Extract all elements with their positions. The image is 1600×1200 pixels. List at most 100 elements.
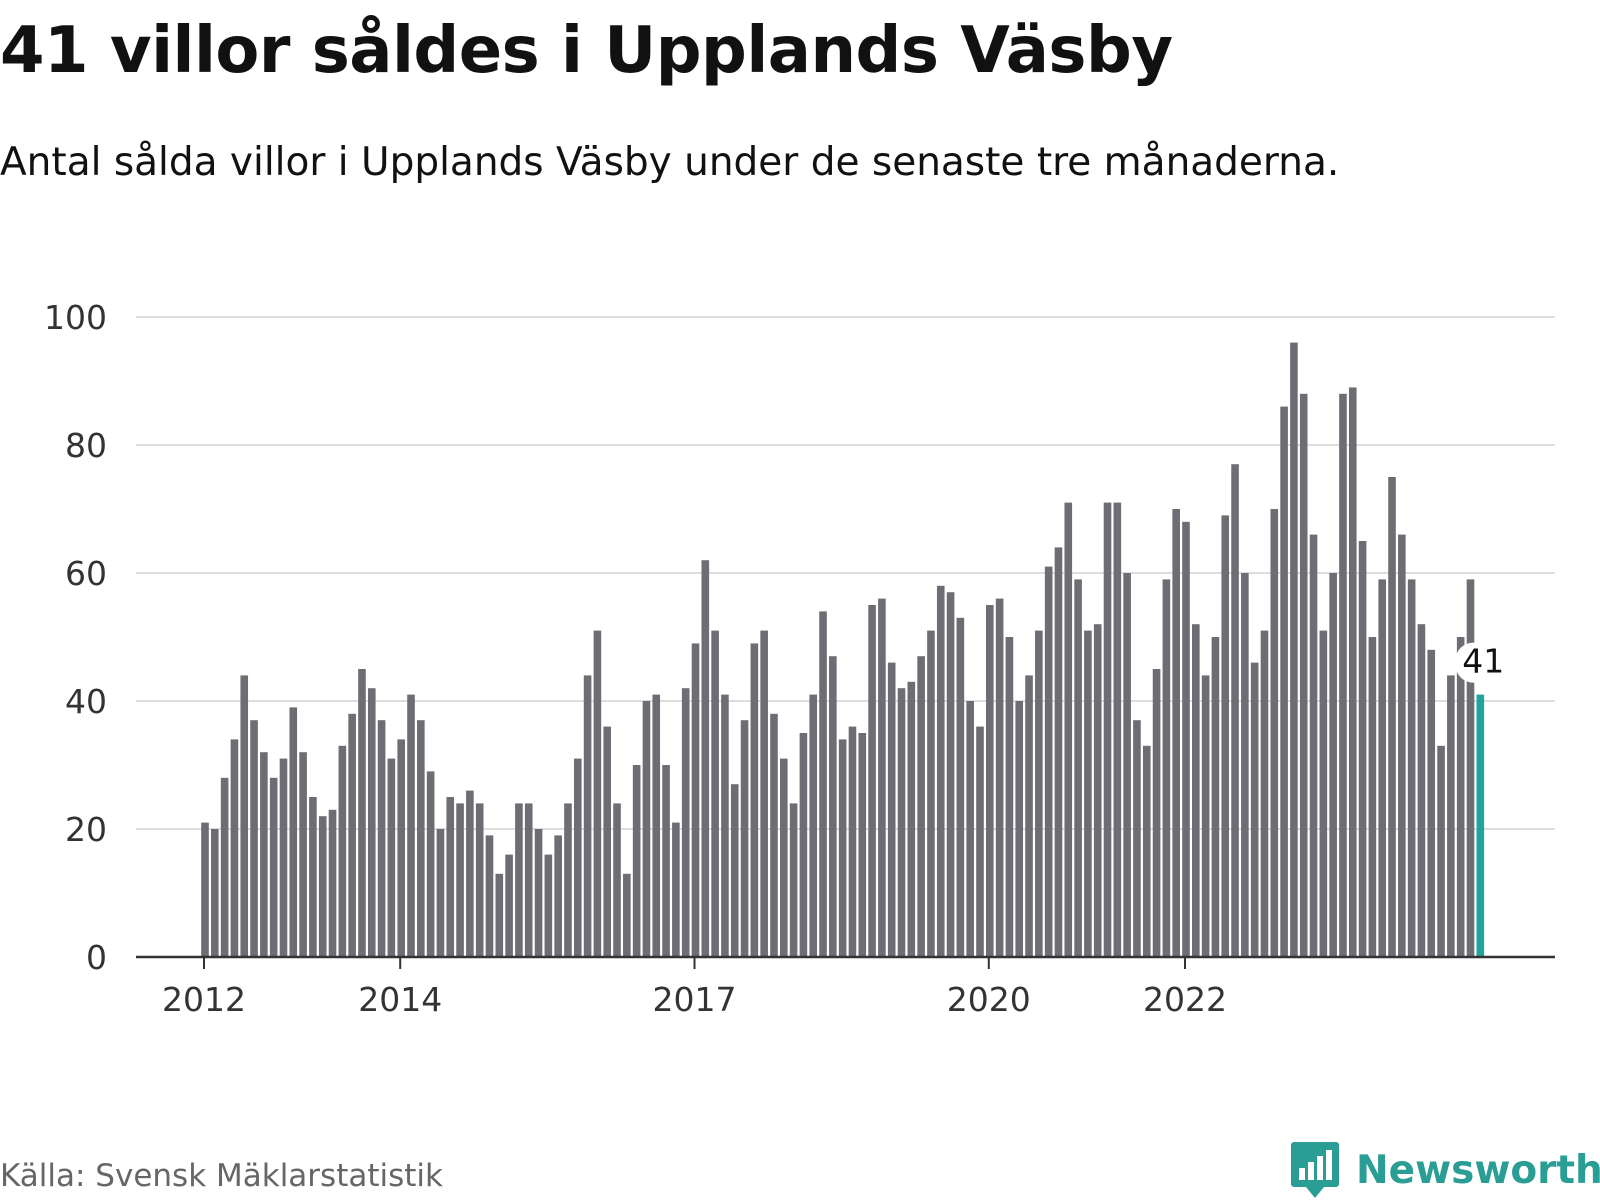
- bar: [1054, 547, 1063, 957]
- bar: [966, 701, 974, 957]
- bar: [1172, 509, 1180, 957]
- bar: [1123, 573, 1131, 957]
- y-tick-label: 40: [65, 682, 107, 721]
- bar: [672, 822, 680, 957]
- page-title: 41 villor såldes i Upplands Väsby: [0, 14, 1173, 88]
- bar: [1182, 521, 1190, 957]
- bar: [1142, 745, 1151, 957]
- bar: [230, 739, 239, 957]
- bar: [1035, 630, 1043, 957]
- bar: [289, 707, 298, 957]
- bar: [417, 720, 425, 957]
- x-tick-label: 2012: [162, 980, 246, 1019]
- bar: [711, 630, 719, 957]
- bar: [1466, 579, 1475, 957]
- bar: [819, 611, 827, 957]
- bars: [201, 342, 1485, 958]
- y-tick-label: 20: [65, 810, 107, 849]
- bar: [730, 784, 739, 957]
- bar: [1084, 630, 1092, 957]
- x-tick-label: 2020: [947, 980, 1031, 1019]
- bar: [1417, 624, 1426, 957]
- bar: [269, 777, 278, 957]
- bar: [1044, 566, 1053, 957]
- bar: [809, 694, 818, 957]
- bar: [367, 688, 376, 957]
- bar: [1348, 387, 1357, 957]
- bar: [309, 797, 317, 957]
- bar: [1192, 624, 1200, 957]
- bar: [1015, 701, 1024, 957]
- bar: [534, 829, 543, 957]
- bar: [1339, 393, 1347, 957]
- bar: [770, 713, 778, 957]
- brand-logo[interactable]: Newsworthy: [1290, 1140, 1600, 1200]
- bar: [779, 758, 788, 957]
- bar: [956, 617, 965, 957]
- bar: [662, 765, 670, 957]
- bar: [1005, 637, 1014, 957]
- y-axis-ticks: 0 20 40 60 80 100: [44, 298, 107, 977]
- bar: [799, 733, 808, 957]
- bar: [887, 662, 896, 957]
- bar: [466, 790, 474, 957]
- bar: [279, 758, 288, 957]
- bar: [1398, 534, 1406, 957]
- bar: [573, 758, 582, 957]
- bar: [1388, 477, 1396, 957]
- bar: [328, 809, 337, 957]
- bar: [554, 835, 562, 957]
- bar: [426, 771, 435, 957]
- bar: [211, 829, 219, 957]
- bar: [927, 630, 935, 957]
- data-label: 41: [1462, 642, 1504, 681]
- bar: [358, 669, 366, 957]
- bar: [1241, 573, 1249, 957]
- bar: [623, 873, 631, 957]
- bar: [1290, 342, 1298, 958]
- bar: [1211, 637, 1220, 957]
- bar: [593, 630, 602, 957]
- y-tick-label: 60: [65, 554, 107, 593]
- bar: [1378, 579, 1386, 957]
- bar: [564, 803, 572, 957]
- bar: [377, 720, 386, 957]
- source-note: Källa: Svensk Mäklarstatistik: [0, 1158, 443, 1194]
- bar: [613, 803, 621, 957]
- bar: [1025, 675, 1033, 957]
- bar: [1447, 675, 1455, 957]
- bar: [505, 854, 513, 957]
- bar: [897, 688, 906, 957]
- bar: [201, 822, 209, 957]
- bar: [721, 694, 729, 957]
- data-labels: 41: [1455, 642, 1512, 683]
- bar: [1270, 509, 1279, 957]
- bar: [515, 803, 523, 957]
- page-subtitle: Antal sålda villor i Upplands Väsby unde…: [0, 140, 1340, 185]
- bar: [348, 713, 356, 957]
- bar: [691, 643, 700, 957]
- bar: [995, 598, 1004, 957]
- bar: [986, 605, 994, 957]
- bar: [760, 630, 768, 957]
- bar: [583, 675, 592, 957]
- bar: [250, 720, 258, 957]
- x-axis-ticks: 2012 2014 2017 2020 2022: [162, 957, 1227, 1019]
- bar: [1456, 637, 1465, 957]
- y-tick-label: 80: [65, 426, 107, 465]
- bar: [1221, 515, 1230, 957]
- bar: [652, 694, 661, 957]
- bar: [495, 873, 504, 957]
- bar: [1437, 745, 1445, 957]
- bar: [946, 592, 955, 957]
- bar: [858, 733, 867, 957]
- bar: [740, 720, 749, 957]
- bar: [1201, 675, 1210, 957]
- bar: [829, 656, 837, 957]
- bar: [1260, 630, 1269, 957]
- bar: [475, 803, 484, 957]
- bar: [1329, 573, 1337, 957]
- bar: [338, 745, 347, 957]
- bar: [1162, 579, 1171, 957]
- newsworthy-logo-icon: [1291, 1142, 1339, 1198]
